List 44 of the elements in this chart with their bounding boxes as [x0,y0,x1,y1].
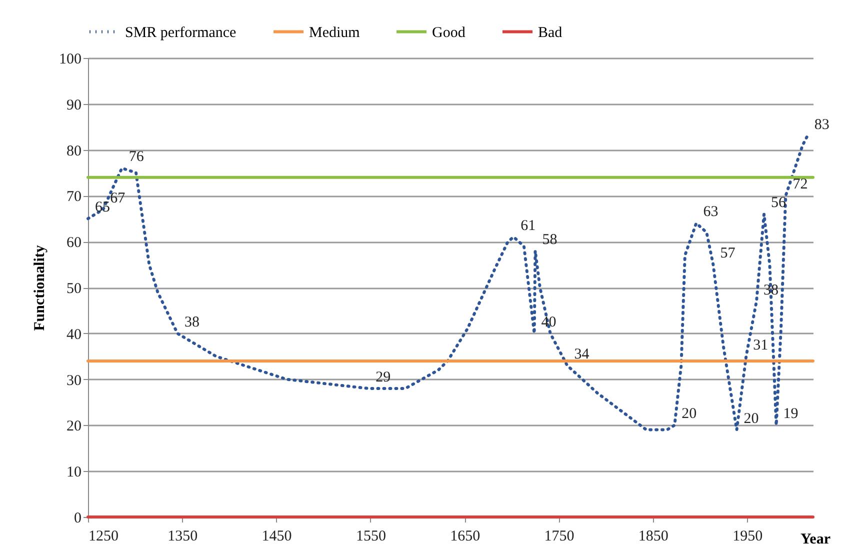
annotation: 38 [764,282,779,298]
annotation: 34 [574,346,590,363]
y-tick-label: 30 [66,372,82,389]
x-tick-label: 1950 [732,528,763,544]
x-tick-label: 1350 [168,528,198,544]
annotation: 38 [184,314,200,330]
y-axis-title: Functionality [32,244,48,331]
annotation: 29 [376,369,391,386]
annotation: 20 [744,410,759,427]
annotation: 61 [520,218,536,234]
annotation: 56 [771,195,787,212]
legend-label: Bad [538,24,563,41]
y-tick-label: 60 [66,235,82,252]
legend-label: Medium [309,24,360,41]
x-tick-label: 1550 [356,528,386,544]
annotation: 83 [814,117,830,134]
y-tick-label: 50 [66,281,82,297]
y-tick-label: 40 [66,326,82,343]
legend-label: Good [432,24,466,41]
annotation: 40 [541,314,556,330]
annotation: 19 [783,406,798,422]
annotation: 76 [128,149,144,166]
annotation: 31 [753,337,768,354]
annotation: 58 [542,232,558,248]
annotation: 57 [720,246,736,262]
annotation: 63 [703,204,718,220]
y-tick-label: 80 [66,143,82,160]
legend-label: SMR performance [125,24,237,41]
y-tick-label: 100 [59,52,82,68]
y-tick-label: 70 [66,189,82,206]
annotation: 67 [110,190,126,206]
x-tick-label: 1850 [638,528,668,544]
annotation: 72 [792,176,808,193]
y-tick-label: 90 [66,97,82,114]
x-tick-label: 1250 [88,528,118,544]
annotation: 20 [682,406,697,422]
line-series [86,134,809,432]
x-tick-label: 1750 [544,528,574,544]
x-axis-title: Year [800,532,831,548]
y-tick-label: 10 [66,464,82,481]
y-tick-label: 20 [66,418,82,435]
x-tick-label: 1450 [262,528,292,544]
x-tick-label: 1650 [450,528,480,544]
y-tick-label: 0 [74,510,82,526]
